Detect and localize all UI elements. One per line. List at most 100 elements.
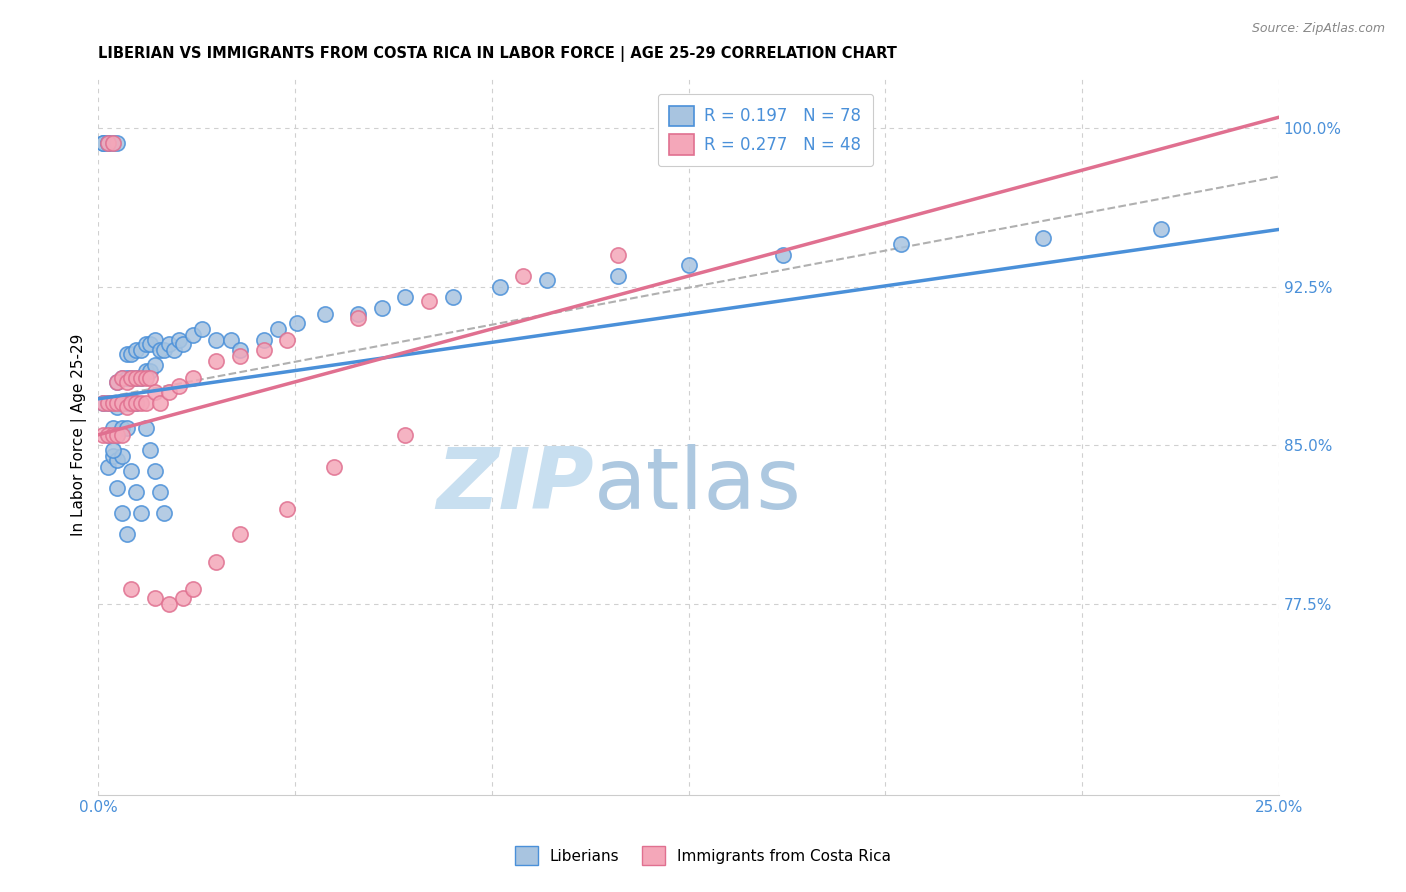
Point: [143, 591, 166, 605]
Point: [172, 336, 194, 351]
Point: [229, 350, 252, 364]
Point: [163, 343, 186, 357]
Point: [153, 343, 176, 357]
Point: [111, 370, 134, 384]
Point: [135, 396, 157, 410]
Point: [441, 290, 464, 304]
Point: [120, 396, 142, 410]
Point: [205, 333, 228, 347]
Point: [229, 343, 252, 357]
Point: [135, 421, 157, 435]
Point: [101, 136, 124, 150]
Point: [125, 343, 148, 357]
Point: [394, 290, 416, 304]
Point: [139, 442, 162, 457]
Point: [229, 527, 252, 541]
Point: [512, 268, 534, 283]
Point: [125, 396, 148, 410]
Point: [91, 427, 114, 442]
Point: [890, 237, 912, 252]
Y-axis label: In Labor Force | Age 25-29: In Labor Force | Age 25-29: [72, 334, 87, 536]
Point: [91, 136, 114, 150]
Point: [276, 333, 298, 347]
Point: [149, 343, 172, 357]
Point: [135, 336, 157, 351]
Point: [111, 396, 134, 410]
Point: [418, 294, 440, 309]
Point: [105, 453, 128, 467]
Point: [125, 396, 148, 410]
Point: [678, 259, 700, 273]
Point: [125, 370, 148, 384]
Point: [115, 375, 138, 389]
Point: [370, 301, 392, 315]
Point: [135, 364, 157, 378]
Point: [120, 370, 142, 384]
Point: [105, 401, 128, 415]
Point: [314, 307, 336, 321]
Point: [536, 273, 558, 287]
Point: [97, 136, 120, 150]
Point: [143, 385, 166, 400]
Point: [1032, 231, 1054, 245]
Point: [120, 464, 142, 478]
Point: [181, 582, 204, 597]
Point: [772, 248, 794, 262]
Point: [347, 311, 370, 326]
Point: [139, 336, 162, 351]
Point: [105, 375, 128, 389]
Point: [115, 527, 138, 541]
Point: [91, 396, 114, 410]
Point: [1150, 222, 1173, 236]
Point: [111, 396, 134, 410]
Point: [111, 427, 134, 442]
Point: [97, 459, 120, 474]
Point: [115, 347, 138, 361]
Point: [97, 396, 120, 410]
Point: [105, 396, 128, 410]
Point: [91, 396, 114, 410]
Point: [120, 396, 142, 410]
Point: [111, 370, 134, 384]
Text: atlas: atlas: [595, 443, 803, 526]
Point: [285, 316, 308, 330]
Point: [105, 481, 128, 495]
Point: [111, 421, 134, 435]
Legend: Liberians, Immigrants from Costa Rica: Liberians, Immigrants from Costa Rica: [509, 840, 897, 871]
Point: [205, 555, 228, 569]
Point: [276, 502, 298, 516]
Point: [105, 427, 128, 442]
Point: [120, 370, 142, 384]
Point: [129, 506, 152, 520]
Point: [129, 396, 152, 410]
Point: [111, 449, 134, 463]
Point: [606, 248, 628, 262]
Point: [97, 396, 120, 410]
Point: [101, 396, 124, 410]
Text: LIBERIAN VS IMMIGRANTS FROM COSTA RICA IN LABOR FORCE | AGE 25-29 CORRELATION CH: LIBERIAN VS IMMIGRANTS FROM COSTA RICA I…: [98, 46, 897, 62]
Point: [181, 370, 204, 384]
Point: [120, 347, 142, 361]
Point: [101, 427, 124, 442]
Point: [115, 370, 138, 384]
Point: [101, 421, 124, 435]
Text: Source: ZipAtlas.com: Source: ZipAtlas.com: [1251, 22, 1385, 36]
Point: [101, 396, 124, 410]
Point: [111, 506, 134, 520]
Point: [101, 449, 124, 463]
Point: [167, 379, 190, 393]
Point: [205, 353, 228, 368]
Point: [105, 427, 128, 442]
Legend: R = 0.197   N = 78, R = 0.277   N = 48: R = 0.197 N = 78, R = 0.277 N = 48: [658, 94, 873, 166]
Point: [97, 427, 120, 442]
Point: [606, 268, 628, 283]
Text: ZIP: ZIP: [437, 443, 595, 526]
Point: [91, 136, 114, 150]
Point: [149, 485, 172, 500]
Point: [253, 333, 276, 347]
Point: [172, 591, 194, 605]
Point: [139, 364, 162, 378]
Point: [105, 136, 128, 150]
Point: [101, 442, 124, 457]
Point: [153, 506, 176, 520]
